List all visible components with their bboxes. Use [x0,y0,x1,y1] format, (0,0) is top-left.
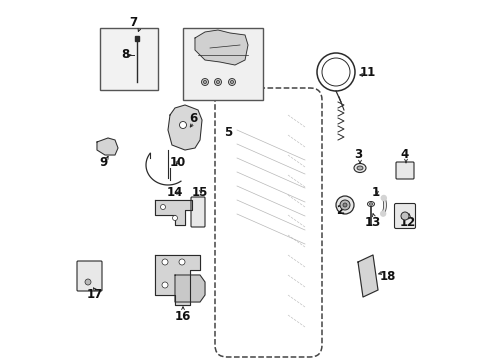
FancyBboxPatch shape [395,162,413,179]
Text: 12: 12 [399,216,415,229]
Text: 16: 16 [174,310,191,323]
Polygon shape [175,275,204,302]
Ellipse shape [353,163,365,172]
Text: 11: 11 [359,66,375,78]
FancyBboxPatch shape [394,203,415,229]
Ellipse shape [179,259,184,265]
Text: 7: 7 [129,15,137,28]
Ellipse shape [160,204,165,210]
Text: 9: 9 [99,157,107,170]
Ellipse shape [179,122,186,129]
Ellipse shape [400,212,408,220]
Text: 14: 14 [166,186,183,199]
Ellipse shape [380,211,385,216]
FancyBboxPatch shape [191,197,204,227]
Polygon shape [357,255,377,297]
FancyBboxPatch shape [77,261,102,291]
Ellipse shape [201,78,208,85]
Ellipse shape [162,259,168,265]
Text: 1: 1 [371,186,379,199]
Bar [135,36,139,41]
Ellipse shape [335,196,353,214]
Ellipse shape [356,166,362,170]
Ellipse shape [203,81,206,84]
Ellipse shape [162,282,168,288]
Ellipse shape [85,279,91,285]
Text: 18: 18 [379,270,395,284]
Text: 6: 6 [188,112,197,125]
Ellipse shape [172,216,177,220]
Ellipse shape [230,81,233,84]
Ellipse shape [228,78,235,85]
Polygon shape [155,255,200,305]
Text: 10: 10 [169,157,186,170]
Text: 3: 3 [353,148,361,162]
Text: 8: 8 [121,49,129,62]
Polygon shape [97,138,118,155]
Text: 4: 4 [400,148,408,162]
Text: 2: 2 [335,203,344,216]
Ellipse shape [216,81,219,84]
Polygon shape [195,30,247,65]
Ellipse shape [214,78,221,85]
Ellipse shape [367,202,374,207]
Ellipse shape [381,195,386,201]
Ellipse shape [369,203,372,205]
Text: 13: 13 [364,216,380,229]
FancyBboxPatch shape [100,28,158,90]
FancyBboxPatch shape [183,28,263,100]
Text: 17: 17 [87,288,103,302]
Ellipse shape [339,200,349,210]
Text: 5: 5 [224,126,232,139]
Polygon shape [155,200,192,225]
Polygon shape [168,105,202,150]
Ellipse shape [342,203,346,207]
Text: 15: 15 [191,186,208,199]
